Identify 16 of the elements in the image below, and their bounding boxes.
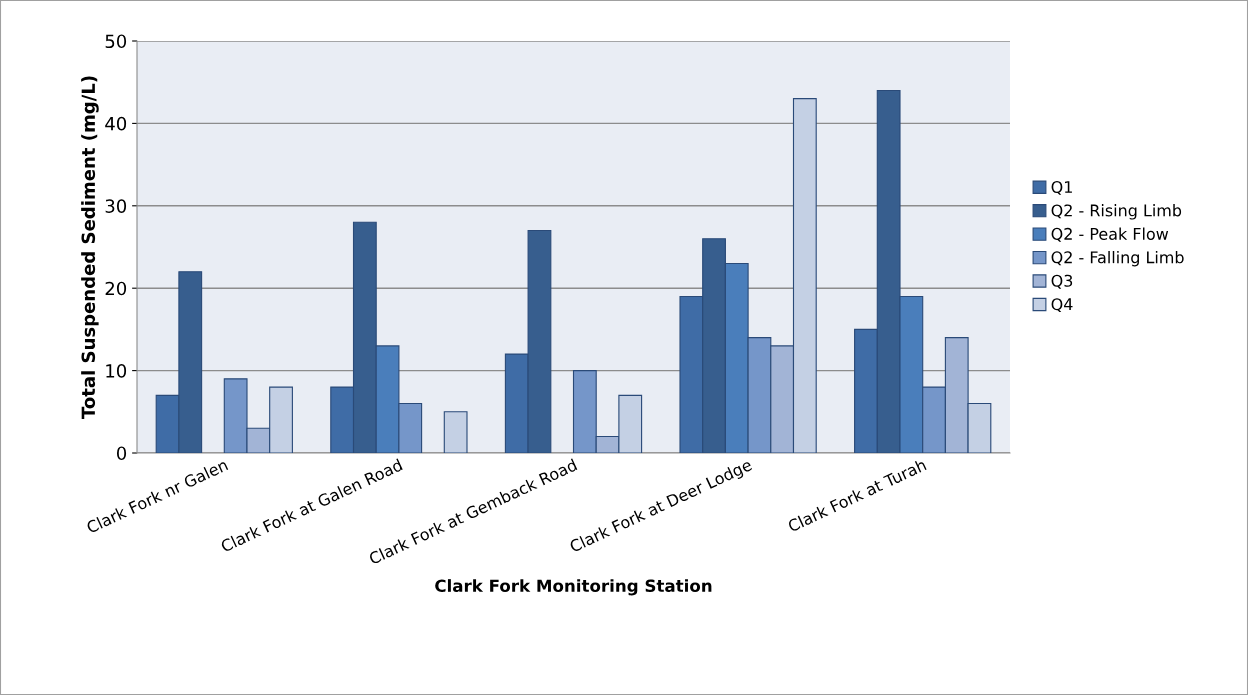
y-axis-title: Total Suspended Sediment (mg/L) [81,76,99,419]
y-tick-label: 10 [106,364,127,378]
legend-label: Q2 - Falling Limb [1051,250,1184,267]
x-tick-label: Clark Fork at Turah [787,458,927,533]
y-tick-label: 0 [116,446,127,461]
x-axis-title: Clark Fork Monitoring Station [435,579,712,596]
y-tick-label: 40 [105,116,127,131]
legend-label: Q1 [1051,180,1072,195]
y-tick-label: 20 [105,281,127,296]
y-tick-label: 30 [105,199,127,213]
y-tick-label: 50 [105,34,127,49]
legend-label: Q2 - Peak Flow [1051,227,1169,242]
legend-label: Q4 [1051,298,1073,313]
legend-label: Q2 - Rising Limb [1051,204,1182,220]
bar [443,411,468,453]
legend-label: Q3 [1051,274,1073,289]
